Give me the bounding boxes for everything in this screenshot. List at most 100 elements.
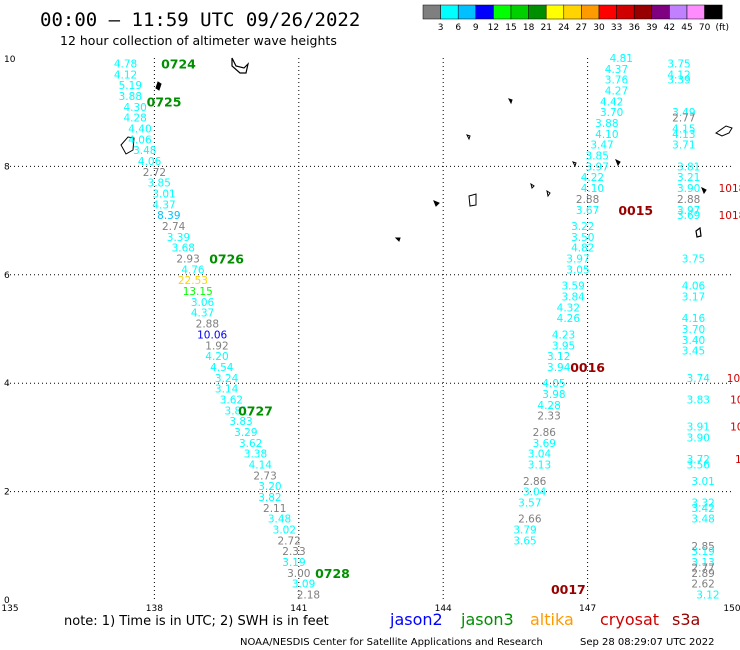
- y-tick-label: 8: [4, 162, 10, 172]
- swh-value: 10.06: [197, 329, 227, 341]
- swh-value: 3.69: [677, 210, 700, 222]
- swh-value: 8.39: [157, 210, 180, 222]
- swh-value: 4.82: [571, 243, 594, 255]
- swh-value: 3.71: [672, 140, 695, 152]
- y-tick-label: 10: [4, 55, 16, 65]
- colorbar-unit: (ft): [715, 23, 729, 33]
- swh-value: 3.04: [528, 449, 552, 461]
- swh-value: 3.85: [148, 178, 171, 190]
- swh-value: 4.37: [152, 199, 175, 211]
- swh-value: 3.09: [292, 579, 315, 591]
- x-tick-label: 147: [579, 604, 596, 614]
- island-outline: [715, 125, 733, 137]
- swh-value: 3.97: [586, 161, 609, 173]
- colorbar-tick: 24: [558, 23, 570, 33]
- pass-time-label: 0728: [315, 566, 350, 581]
- colorbar-tick: 18: [523, 23, 535, 33]
- y-tick-label: 4: [4, 379, 10, 389]
- swh-value: 2.88: [576, 194, 599, 206]
- swh-value: 3.83: [687, 394, 710, 406]
- swh-value: 3.75: [667, 58, 690, 70]
- pass-time-labels: 0724 0725 0726 0727 0728 0015 0016 0017: [147, 56, 654, 597]
- swh-value: 3.67: [576, 205, 599, 217]
- colorbar-tick: 27: [576, 23, 587, 33]
- y-tick-label: 2: [4, 488, 10, 498]
- island-outline: [468, 193, 477, 207]
- island-outline: [701, 186, 707, 195]
- swh-value: 2.88: [677, 194, 700, 206]
- swh-value: 3.14: [215, 384, 239, 396]
- swh-value: 3.48: [268, 514, 291, 526]
- island-outline: [155, 81, 162, 91]
- swh-value: 3.40: [682, 335, 705, 347]
- swh-value: 3.69: [533, 438, 556, 450]
- swh-value: 4.10: [595, 129, 618, 141]
- pass-time-label: 0727: [238, 403, 273, 418]
- swh-value: 2.62: [691, 579, 714, 591]
- swh-value: 3.94: [547, 362, 571, 374]
- swh-data-labels: 4.784.125.193.884.304.284.404.063.484.06…: [114, 53, 740, 602]
- colorbar-tick: 36: [628, 23, 640, 33]
- swh-value: 3.04: [523, 487, 547, 499]
- swh-value: 2.86: [523, 476, 547, 488]
- swh-value: 4.28: [537, 400, 560, 412]
- swh-value: 3.91: [687, 422, 710, 434]
- island-outline: [615, 158, 621, 167]
- swh-value: 3.81: [677, 161, 700, 173]
- swh-value: 3.59: [561, 281, 584, 293]
- pass-time-label: 0724: [161, 56, 196, 71]
- colorbar-swatch: [704, 4, 723, 20]
- swh-value: 4.12: [667, 69, 690, 81]
- swh-value: 4.06: [138, 156, 162, 168]
- swh-value: 3.20: [258, 481, 281, 493]
- page-subtitle: 12 hour collection of altimeter wave hei…: [60, 33, 337, 48]
- colorbar-swatch: [598, 4, 617, 20]
- swh-value: 3.56: [687, 460, 711, 472]
- satellite-legend-s3a: s3a: [672, 610, 700, 629]
- swh-value: 1018: [719, 183, 740, 195]
- swh-value: 2.72: [143, 167, 166, 179]
- swh-value: 2.73: [253, 470, 276, 482]
- swh-value: 3.42: [691, 503, 714, 515]
- swh-value: 10: [730, 422, 740, 434]
- footnote: note: 1) Time is in UTC; 2) SWH is in fe…: [64, 614, 329, 629]
- island-outline: [508, 98, 513, 105]
- swh-value: 3.00: [287, 568, 310, 580]
- colorbar-tick: 9: [473, 23, 479, 33]
- swh-value: 3.49: [672, 107, 695, 119]
- swh-value: 3.22: [571, 221, 594, 233]
- x-tick-label: 141: [290, 604, 307, 614]
- swh-value: 3.17: [682, 291, 705, 303]
- swh-value: 2.86: [533, 427, 557, 439]
- swh-value: 3.75: [682, 254, 705, 266]
- swh-value: 3.13: [691, 557, 714, 569]
- x-tick-label: 138: [146, 604, 163, 614]
- colorbar-swatch: [633, 4, 653, 20]
- swh-value: 4.14: [249, 460, 273, 472]
- island-outline: [433, 200, 440, 207]
- x-tick-label: 150: [723, 604, 740, 614]
- gridlines: [10, 58, 732, 600]
- swh-value: 3.74: [687, 373, 711, 385]
- swh-value: 3.72: [687, 454, 710, 466]
- swh-value: 3.45: [682, 346, 705, 358]
- swh-value: 4.06: [682, 281, 706, 293]
- colorbar-swatch: [669, 4, 688, 20]
- swh-value: 3.90: [687, 432, 710, 444]
- island-outline: [530, 182, 535, 189]
- swh-value: 3.88: [595, 118, 618, 130]
- swh-value: 3.82: [258, 492, 281, 504]
- swh-value: 4.12: [114, 69, 137, 81]
- colorbar-swatch: [563, 4, 582, 20]
- swh-value: 3.19: [691, 546, 714, 558]
- colorbar-swatch: [528, 4, 547, 20]
- swh-value: 4.78: [114, 58, 137, 70]
- swh-value: 3.83: [229, 416, 252, 428]
- credit-line: NOAA/NESDIS Center for Satellite Applica…: [240, 637, 543, 648]
- satellite-legend-jason2: jason2: [389, 610, 443, 629]
- island-outline: [231, 57, 250, 74]
- swh-value: 2.93: [176, 254, 199, 266]
- pass-time-label: 0726: [209, 252, 244, 267]
